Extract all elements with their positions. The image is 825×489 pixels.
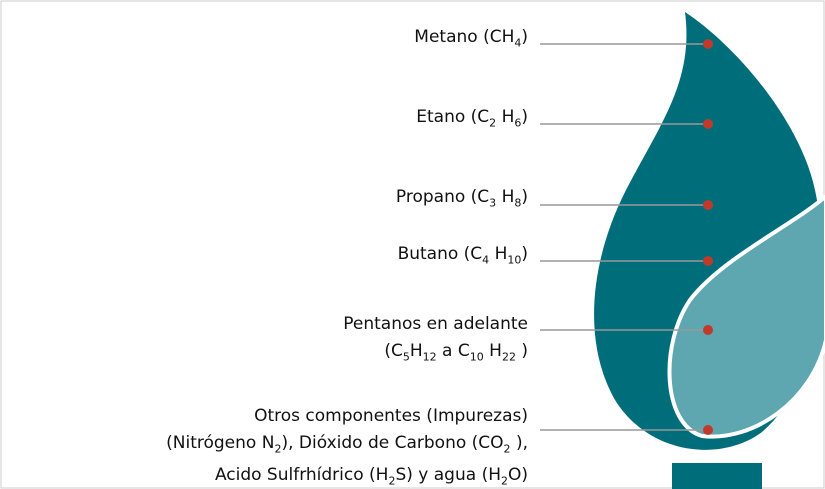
label-text: Pentanos en adelante <box>343 314 528 334</box>
dot <box>703 119 713 129</box>
label-text: S) y agua (H <box>395 465 501 486</box>
subscript: 22 <box>501 350 516 364</box>
label-line: Otros componentes (Impurezas) <box>166 403 528 430</box>
subscript: 4 <box>482 253 490 267</box>
subscript: 10 <box>469 350 484 364</box>
component-label: Butano (C4 H10) <box>398 241 528 273</box>
label-text: H <box>489 244 508 264</box>
subscript: 2 <box>388 474 396 488</box>
label-text: a C <box>436 341 470 361</box>
label-line: Acido Sulfrhídrico (H2S) y agua (H2O) <box>166 462 528 489</box>
label-line: Etano (C2 H6) <box>416 104 528 136</box>
subscript: 10 <box>507 253 522 267</box>
component-label: Metano (CH4) <box>414 24 528 56</box>
label-text: (C <box>384 341 403 361</box>
dot <box>703 425 713 435</box>
label-text: H <box>409 341 423 361</box>
flame-inner <box>667 194 825 439</box>
component-label: Otros componentes (Impurezas) (Nitrógeno … <box>166 403 528 489</box>
flame-base <box>672 463 762 489</box>
subscript: 2 <box>503 442 511 456</box>
subscript: 5 <box>402 350 410 364</box>
label-text: (Nitrógeno N <box>166 433 275 453</box>
label-line: Pentanos en adelante <box>343 311 528 338</box>
label-line: Butano (C4 H10) <box>398 241 528 273</box>
subscript: 2 <box>489 116 497 130</box>
label-text: ), Dióxido de Carbono (CO <box>281 433 504 453</box>
subscript: 2 <box>500 474 508 488</box>
component-label: Propano (C3 H8) <box>396 184 528 216</box>
component-label: Pentanos en adelante (C5H12 a C10 H22 ) <box>343 311 528 370</box>
label-text: H <box>496 187 515 207</box>
subscript: 3 <box>489 196 497 210</box>
label-line: (Nitrógeno N2), Dióxido de Carbono (CO2 … <box>166 430 528 462</box>
subscript: 8 <box>514 196 522 210</box>
label-text: Propano (C <box>395 187 490 207</box>
subscript: 12 <box>422 350 437 364</box>
label-text: Butano (C <box>397 244 483 264</box>
label-line: (C5H12 a C10 H22 ) <box>343 338 528 370</box>
label-text: H <box>496 107 515 127</box>
label-line: Metano (CH4) <box>414 24 528 56</box>
dot <box>703 325 713 335</box>
label-text: ), <box>510 433 528 453</box>
label-text: H <box>483 341 502 361</box>
label-text: O) <box>507 465 528 486</box>
label-line: Propano (C3 H8) <box>396 184 528 216</box>
label-text: ) <box>515 341 528 361</box>
dot <box>703 256 713 266</box>
subscript: 6 <box>514 116 522 130</box>
component-label: Etano (C2 H6) <box>416 104 528 136</box>
subscript: 4 <box>514 36 522 50</box>
label-text: ) <box>521 107 528 127</box>
label-text: ) <box>521 27 528 47</box>
label-text: Etano (C <box>416 107 490 127</box>
dot <box>703 39 713 49</box>
label-text: ) <box>521 187 528 207</box>
label-text: ) <box>521 244 528 264</box>
label-text: Metano (CH <box>414 27 515 47</box>
dot <box>703 200 713 210</box>
subscript: 2 <box>274 442 282 456</box>
label-text: Otros componentes (Impurezas) <box>254 406 528 426</box>
label-text: Acido Sulfrhídrico (H <box>214 465 389 486</box>
